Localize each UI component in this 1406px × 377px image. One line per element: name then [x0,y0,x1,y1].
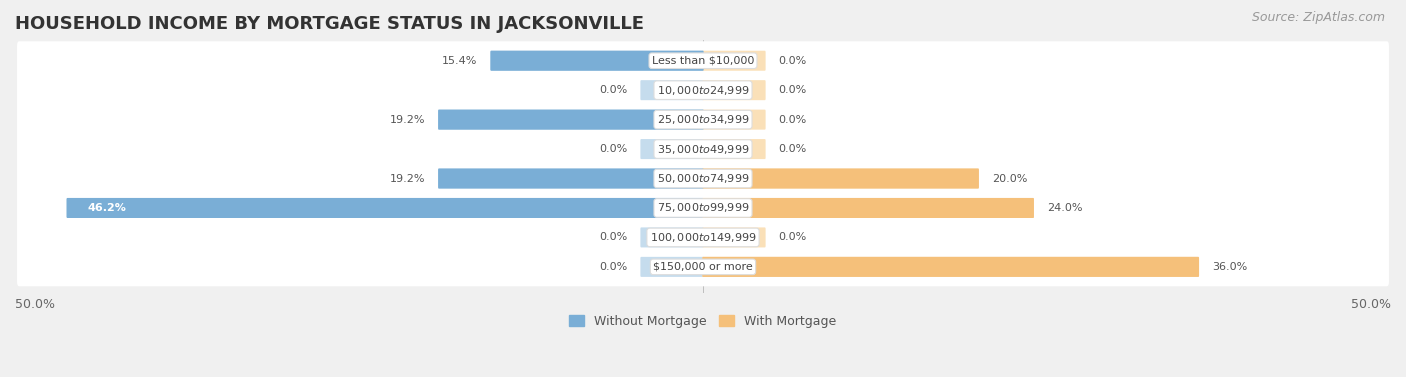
Text: $150,000 or more: $150,000 or more [654,262,752,272]
Text: $100,000 to $149,999: $100,000 to $149,999 [650,231,756,244]
FancyBboxPatch shape [66,198,703,218]
Legend: Without Mortgage, With Mortgage: Without Mortgage, With Mortgage [564,310,842,333]
FancyBboxPatch shape [17,188,1389,227]
FancyBboxPatch shape [703,169,979,188]
FancyBboxPatch shape [640,139,703,159]
Text: 0.0%: 0.0% [779,56,807,66]
Text: $35,000 to $49,999: $35,000 to $49,999 [657,143,749,156]
Text: 0.0%: 0.0% [779,144,807,154]
Text: 20.0%: 20.0% [993,173,1028,184]
Text: 36.0%: 36.0% [1212,262,1247,272]
Text: 19.2%: 19.2% [389,115,425,125]
Text: 24.0%: 24.0% [1047,203,1083,213]
Text: Less than $10,000: Less than $10,000 [652,56,754,66]
Text: 0.0%: 0.0% [779,85,807,95]
Text: $50,000 to $74,999: $50,000 to $74,999 [657,172,749,185]
FancyBboxPatch shape [17,130,1389,169]
FancyBboxPatch shape [640,80,703,100]
FancyBboxPatch shape [703,198,1033,218]
FancyBboxPatch shape [17,247,1389,286]
FancyBboxPatch shape [703,80,766,100]
FancyBboxPatch shape [439,169,703,188]
FancyBboxPatch shape [640,257,703,277]
FancyBboxPatch shape [703,51,766,71]
FancyBboxPatch shape [17,71,1389,110]
Text: HOUSEHOLD INCOME BY MORTGAGE STATUS IN JACKSONVILLE: HOUSEHOLD INCOME BY MORTGAGE STATUS IN J… [15,15,644,33]
FancyBboxPatch shape [703,257,1199,277]
Text: Source: ZipAtlas.com: Source: ZipAtlas.com [1251,11,1385,24]
FancyBboxPatch shape [703,139,766,159]
FancyBboxPatch shape [703,198,1033,218]
FancyBboxPatch shape [439,110,703,130]
Text: 46.2%: 46.2% [89,203,127,213]
FancyBboxPatch shape [17,41,1389,80]
Text: 0.0%: 0.0% [779,115,807,125]
Text: 0.0%: 0.0% [779,233,807,242]
FancyBboxPatch shape [439,169,703,188]
Text: $75,000 to $99,999: $75,000 to $99,999 [657,201,749,215]
FancyBboxPatch shape [640,227,703,247]
Text: 0.0%: 0.0% [599,144,627,154]
FancyBboxPatch shape [17,159,1389,198]
FancyBboxPatch shape [703,257,1199,277]
FancyBboxPatch shape [17,218,1389,257]
Text: $10,000 to $24,999: $10,000 to $24,999 [657,84,749,97]
FancyBboxPatch shape [491,51,703,71]
Text: 0.0%: 0.0% [599,233,627,242]
Text: 50.0%: 50.0% [1351,298,1391,311]
Text: 19.2%: 19.2% [389,173,425,184]
Text: 0.0%: 0.0% [599,262,627,272]
Text: 15.4%: 15.4% [441,56,477,66]
Text: 50.0%: 50.0% [15,298,55,311]
FancyBboxPatch shape [439,110,703,130]
FancyBboxPatch shape [703,110,766,130]
FancyBboxPatch shape [703,169,979,188]
FancyBboxPatch shape [491,51,703,71]
Text: $25,000 to $34,999: $25,000 to $34,999 [657,113,749,126]
FancyBboxPatch shape [17,100,1389,139]
FancyBboxPatch shape [703,227,766,247]
Text: 0.0%: 0.0% [599,85,627,95]
FancyBboxPatch shape [66,198,703,218]
